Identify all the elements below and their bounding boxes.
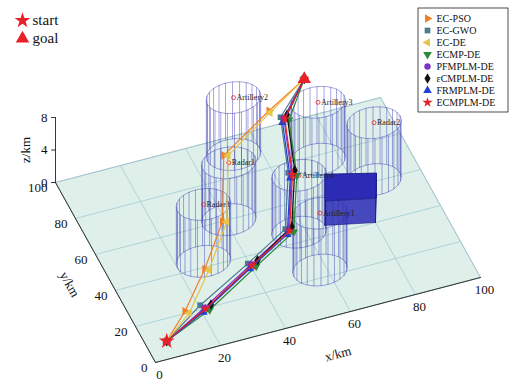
svg-text:ECMPLM-DE: ECMPLM-DE — [437, 97, 496, 108]
svg-text:80: 80 — [55, 216, 68, 231]
svg-text:Radar2: Radar2 — [377, 118, 400, 127]
svg-text:start: start — [33, 12, 60, 28]
svg-text:100: 100 — [28, 179, 48, 195]
svg-text:εCMPLM-DE: εCMPLM-DE — [437, 73, 494, 84]
svg-text:Artillery4: Artillery4 — [302, 171, 334, 180]
svg-text:EC-GWO: EC-GWO — [437, 25, 477, 36]
svg-text:0: 0 — [156, 367, 163, 382]
svg-text:80: 80 — [413, 299, 426, 314]
svg-text:Radar3: Radar3 — [207, 200, 230, 209]
svg-text:EC-DE: EC-DE — [437, 37, 466, 48]
svg-text:x/km: x/km — [323, 343, 353, 364]
svg-text:ECMP-DE: ECMP-DE — [437, 49, 481, 60]
svg-text:20: 20 — [115, 324, 128, 339]
svg-text:4: 4 — [41, 142, 48, 157]
svg-text:40: 40 — [283, 333, 296, 348]
svg-text:40: 40 — [95, 288, 108, 303]
svg-text:Radar1: Radar1 — [232, 158, 255, 167]
svg-text:8: 8 — [41, 110, 48, 125]
svg-text:PFMPLM-DE: PFMPLM-DE — [437, 61, 494, 72]
svg-text:FRMPLM-DE: FRMPLM-DE — [437, 85, 495, 96]
svg-text:0: 0 — [141, 360, 148, 375]
svg-text:goal: goal — [33, 30, 59, 46]
svg-text:20: 20 — [218, 350, 231, 365]
svg-text:100: 100 — [475, 282, 495, 297]
svg-text:Artillery1: Artillery1 — [323, 209, 355, 218]
svg-text:EC-PSO: EC-PSO — [437, 13, 471, 24]
svg-text:Artillery3: Artillery3 — [321, 98, 353, 107]
svg-text:60: 60 — [75, 252, 88, 267]
svg-text:z/km: z/km — [18, 137, 33, 163]
svg-text:0: 0 — [41, 175, 48, 190]
svg-text:Artillery2: Artillery2 — [237, 93, 269, 102]
svg-text:y/km: y/km — [57, 269, 83, 300]
svg-text:60: 60 — [348, 316, 361, 331]
